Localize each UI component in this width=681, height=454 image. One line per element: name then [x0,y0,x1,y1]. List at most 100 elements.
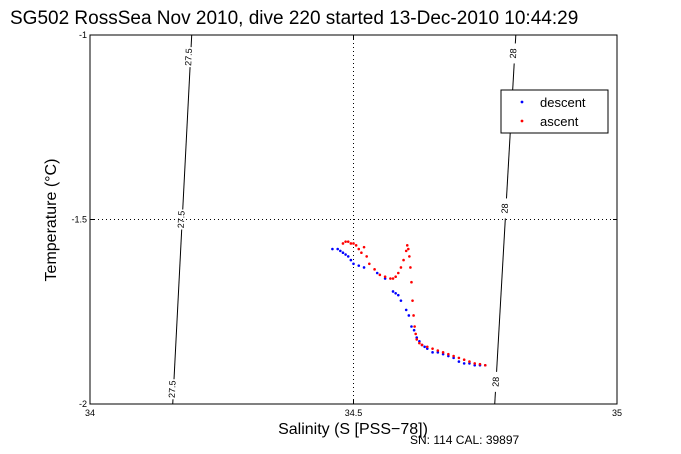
contour-label-bg [176,209,187,230]
descent-point [425,347,429,350]
ascent-point [413,325,416,328]
descent-point [423,345,426,349]
calibration-footer: SN: 114 CAL: 39897 [410,433,520,447]
ascent-point [414,332,417,336]
contour-label-bg [183,47,194,68]
ascent-point [418,341,421,345]
ascent-point [420,343,424,347]
contour-label: 28 [499,203,510,214]
ascent-point [365,255,368,258]
descent-point [468,362,471,365]
descent-point [473,363,477,367]
ascent-point [436,349,440,352]
ascent-point [362,245,366,249]
ascent-point [412,314,415,317]
ascent-point [378,273,382,277]
ascent-point [483,363,487,367]
descent-point [418,339,421,343]
ascent-point [408,255,411,258]
descent-point [399,299,403,302]
chart-title: SG502 RossSea Nov 2010, dive 220 started… [10,8,578,29]
contour-label: 28 [491,377,502,388]
descent-point [357,264,361,267]
ascent-point [344,240,347,243]
ascent-point [415,338,419,341]
ascent-point [402,258,405,262]
descent-point [396,293,400,297]
ascent-point [431,347,434,350]
ascent-point [341,242,345,245]
ascent-point [457,356,461,360]
y-tick-label: -1.5 [71,215,87,225]
descent-point [452,356,455,360]
descent-point [404,308,408,312]
x-axis-label: Salinity (S [PSS−78]) [278,421,428,438]
ascent-point [354,244,358,247]
y-tick-label: -2 [79,399,87,409]
ascent-point [383,275,387,278]
descent-point [407,314,411,317]
x-tick-label: 34 [85,408,95,418]
data-points [331,240,487,367]
legend-box [500,89,609,134]
descent-point [412,328,416,332]
descent-point [391,290,395,293]
ascent-point [478,362,482,366]
descent-point [375,271,379,275]
x-tick-label: 34.5 [345,408,363,418]
contour-label: 27.5 [176,210,187,228]
ascent-point [468,360,471,363]
ascent-point [368,262,371,266]
contour-label-bg [490,371,501,392]
ascent-point [396,271,400,275]
contour-label-bg [499,198,510,219]
descent-point [457,360,461,363]
descent-point [383,277,387,280]
ascent-point [404,249,408,253]
ascent-point [452,354,455,358]
descent-point [339,249,342,253]
descent-point [441,352,445,356]
y-tick-label: -1 [79,30,87,40]
descent-point [431,351,434,354]
ascent-point [407,247,410,251]
contour-label: 28 [508,48,519,59]
ascent-point [411,299,414,302]
descent-point [415,336,419,339]
contour-label-bg [167,379,178,400]
ascent-point [425,345,429,349]
ascent-point [410,280,413,284]
contour-label-bg [508,43,519,64]
descent-point [344,253,347,256]
descent-point [346,255,350,258]
y-axis-label: Temperature (°C) [43,159,60,282]
ascent-point [373,268,376,271]
contour-label: 27.5 [183,48,194,66]
descent-point [436,351,440,354]
ascent-point [441,351,445,354]
descent-point [349,258,353,262]
descent-point [394,292,397,295]
ascent-point [346,240,350,243]
descent-point [331,247,334,251]
ascent-point [447,352,450,356]
ascent-point [391,277,395,280]
contour-label: 27.5 [167,380,178,398]
descent-point [341,251,345,255]
ascent-point [405,244,409,247]
descent-point [352,262,355,266]
ascent-point [462,358,466,362]
x-tick-label: 35 [612,408,622,418]
legend-marker-descent [520,100,524,104]
descent-point [362,266,366,269]
descent-point [336,247,339,251]
legend-label-descent: descent [540,95,586,110]
axis-ticks: 34 34.5 35 -1 -1.5 -2 [71,30,622,418]
legend-label-ascent: ascent [540,114,579,129]
ascent-point [357,247,361,251]
descent-point [447,354,450,358]
ascent-point [360,251,363,255]
descent-point [462,362,466,365]
ascent-point [389,277,392,280]
